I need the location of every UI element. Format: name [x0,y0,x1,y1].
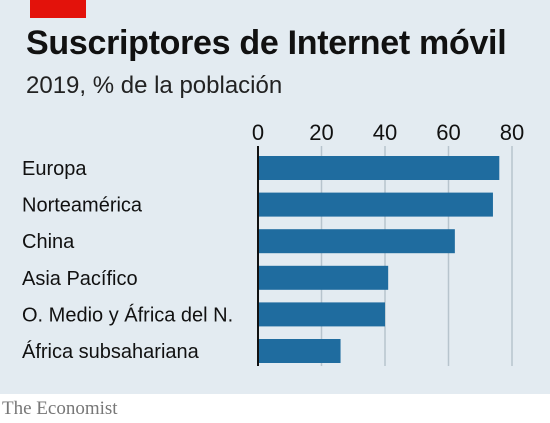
category-label: Europa [22,158,87,180]
x-tick-label: 80 [500,120,524,145]
bar [258,265,389,290]
chart-panel: Suscriptores de Internet móvil 2019, % d… [0,0,550,394]
x-tick-label: 0 [252,120,264,145]
x-tick-label: 20 [309,120,333,145]
x-tick-label: 40 [373,120,397,145]
category-label: Asia Pacífico [22,268,138,290]
bar [258,302,385,327]
bar [258,229,455,254]
bar [258,339,341,363]
bar-chart: 0 20 40 60 80 Europa Norteamérica China Asia Pac… [22,120,524,366]
chart-title: Suscriptores de Internet móvil [26,24,507,62]
source-label: The Economist [2,398,118,419]
category-label: China [22,231,75,253]
bar [258,192,493,217]
x-tick-label: 60 [436,120,460,145]
category-label: África subsahariana [22,340,200,363]
category-label: O. Medio y África del N. [22,303,233,326]
bar [258,156,500,180]
chart-subtitle: 2019, % de la población [26,72,283,99]
category-label: Norteamérica [22,195,143,217]
brand-tag [30,0,86,18]
